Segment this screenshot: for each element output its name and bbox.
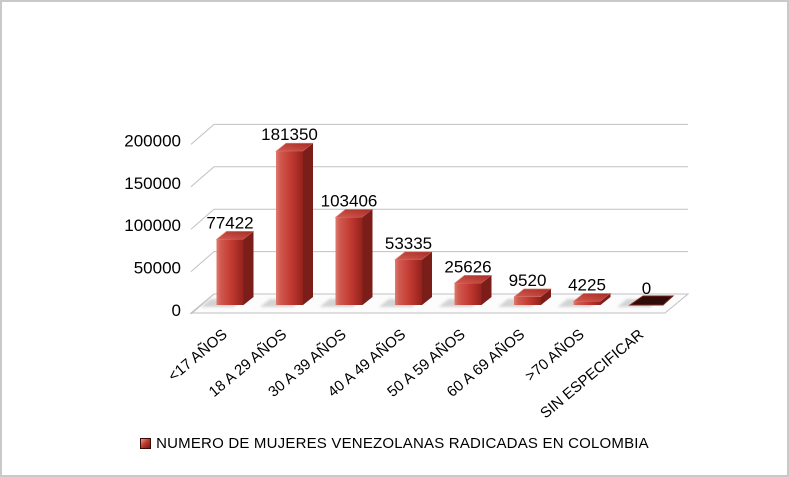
y-axis-tick-label: 50000 <box>134 259 181 278</box>
legend-marker-icon <box>140 438 152 449</box>
gridline <box>190 208 688 230</box>
y-axis-tick-label: 100000 <box>124 216 181 235</box>
bar-side-face <box>422 251 432 305</box>
bar-data-label: 9520 <box>509 271 547 290</box>
legend: NUMERO DE MUJERES VENEZOLANAS RADICADAS … <box>2 435 787 452</box>
bar-side-face <box>541 288 551 305</box>
y-axis-tick-label: 150000 <box>124 174 181 193</box>
y-axis-tick-label: 0 <box>172 301 181 320</box>
bar-side-face <box>481 275 492 305</box>
bar-data-label: 53335 <box>385 234 432 253</box>
bar-front-face <box>395 259 422 305</box>
bar-data-label: 25626 <box>444 257 491 276</box>
x-axis-category-label: SIN ESPECIFICAR <box>537 326 647 422</box>
bar-front-face <box>276 151 303 305</box>
y-axis-tick-label: 200000 <box>124 131 181 150</box>
legend-label: NUMERO DE MUJERES VENEZOLANAS RADICADAS … <box>156 435 649 452</box>
bar-side-face <box>243 231 254 305</box>
bar-front-face <box>573 301 601 305</box>
bar-data-label: 0 <box>642 279 651 298</box>
gridline <box>190 123 688 145</box>
bar-side-face <box>600 293 611 305</box>
gridline <box>190 166 688 188</box>
bar-zero-face <box>628 295 675 306</box>
bar-front-face <box>514 296 541 305</box>
bar-data-label: 181350 <box>261 125 318 144</box>
bar-front-face <box>335 217 363 305</box>
bar-front-face <box>216 239 244 305</box>
bar-side-face <box>362 209 373 305</box>
bar-data-label: 77422 <box>206 213 253 232</box>
bar-side-face <box>303 143 313 305</box>
gridline <box>190 251 688 272</box>
bar-data-label: 103406 <box>321 191 378 210</box>
bar-front-face <box>454 283 482 305</box>
bar-data-label: 4225 <box>568 275 606 294</box>
